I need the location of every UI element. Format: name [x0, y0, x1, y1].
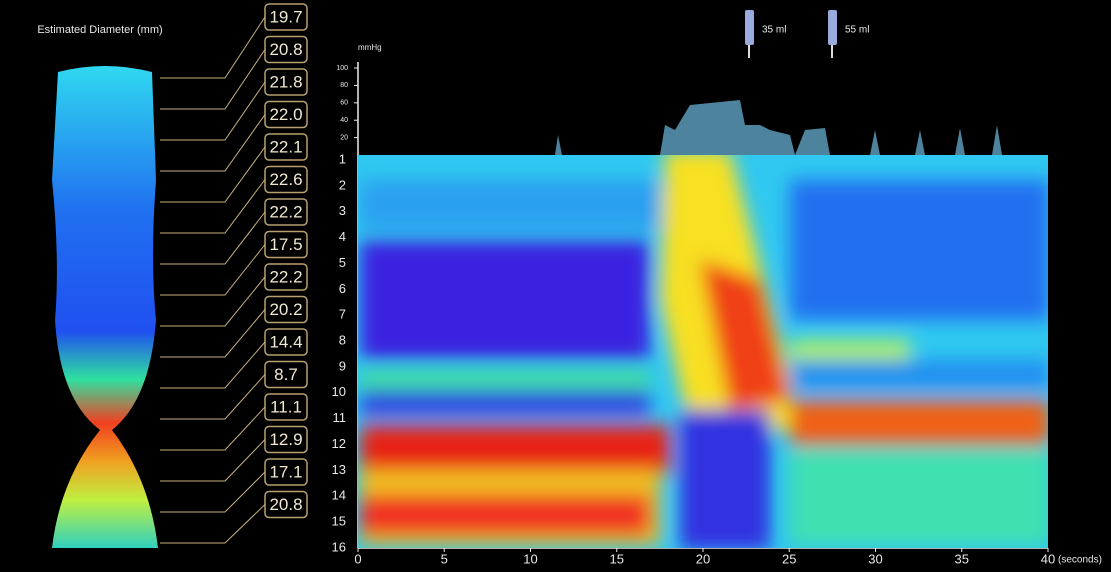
channel-label: 1	[339, 151, 346, 166]
channel-label: 10	[332, 384, 346, 399]
channel-label: 13	[332, 462, 346, 477]
leader-line	[160, 472, 265, 512]
channel-label: 9	[339, 358, 346, 373]
time-tick-label: 35	[955, 551, 969, 566]
channel-label: 11	[333, 410, 347, 425]
time-tick-label: 5	[441, 551, 448, 566]
diameter-label: 20.2	[269, 300, 302, 319]
diameter-title: Estimated Diameter (mm)	[37, 24, 162, 36]
channel-label: 12	[332, 436, 346, 451]
diameter-label: 8.7	[274, 365, 298, 384]
leader-line	[160, 115, 265, 172]
channel-label: 5	[339, 255, 346, 270]
pressure-trace	[358, 100, 1048, 155]
leader-line	[160, 310, 265, 358]
leader-line	[160, 17, 265, 78]
leader-line	[160, 440, 265, 482]
pressure-tick-label: 40	[340, 117, 348, 124]
time-tick-label: 30	[868, 551, 882, 566]
diameter-label: 17.5	[269, 235, 302, 254]
leader-line	[160, 505, 265, 544]
pressure-tick-label: 80	[340, 82, 348, 89]
leader-line	[160, 180, 265, 234]
diameter-label: 21.8	[269, 72, 302, 91]
time-tick-label: 25	[782, 551, 796, 566]
diameter-label: 20.8	[269, 495, 302, 514]
time-axis-label: (seconds)	[1058, 555, 1102, 566]
time-tick-label: 20	[696, 551, 710, 566]
channel-label: 8	[339, 333, 346, 348]
leader-line	[160, 147, 265, 202]
leader-line	[160, 277, 265, 326]
diameter-label: 22.0	[269, 105, 302, 124]
diameter-label: 17.1	[269, 462, 302, 481]
pressure-tick-label: 100	[336, 65, 348, 72]
leader-line	[160, 342, 265, 388]
channel-label: 7	[339, 307, 346, 322]
diameter-label: 22.2	[269, 202, 302, 221]
volume-label: 35 ml	[762, 25, 786, 36]
diameter-label: 14.4	[269, 332, 302, 351]
time-tick-label: 0	[354, 551, 361, 566]
diameter-label: 22.6	[269, 170, 302, 189]
leader-line	[160, 212, 265, 264]
diameter-label: 22.1	[269, 137, 302, 156]
leader-line	[160, 82, 265, 140]
pressure-tick-label: 60	[340, 100, 348, 107]
pressure-axis-label: mmHg	[358, 43, 382, 52]
channel-label: 2	[339, 177, 346, 192]
diameter-label: 12.9	[269, 430, 302, 449]
esophagus-shape	[52, 66, 158, 548]
channel-label: 16	[332, 539, 346, 554]
channel-label: 6	[339, 281, 346, 296]
diameter-label: 11.1	[270, 397, 302, 416]
leader-line	[160, 245, 265, 296]
channel-label: 15	[332, 514, 346, 529]
syringe-icons	[745, 10, 837, 58]
volume-label: 55 ml	[845, 25, 869, 36]
time-tick-label: 15	[610, 551, 624, 566]
diameter-labels: 19.7 20.8 21.8 22.0 22.1 22.6 22.2 17.5 22.2 20.2…	[160, 4, 307, 543]
time-tick-label: 10	[523, 551, 537, 566]
leader-line	[160, 407, 265, 450]
diameter-label: 20.8	[269, 40, 302, 59]
channel-label: 4	[339, 229, 346, 244]
channel-label: 3	[339, 203, 346, 218]
diameter-label: 22.2	[269, 267, 302, 286]
screen: Estimated Diameter (mm) 19.7 20.8 21.8 22.0…	[0, 0, 1111, 572]
channel-label: 14	[332, 488, 346, 503]
pressure-tick-label: 20	[340, 134, 348, 141]
time-tick-label: 40	[1041, 551, 1055, 566]
leader-line	[160, 50, 265, 110]
heatmap	[358, 150, 1050, 550]
diameter-label: 19.7	[269, 7, 302, 26]
leader-line	[160, 375, 265, 420]
